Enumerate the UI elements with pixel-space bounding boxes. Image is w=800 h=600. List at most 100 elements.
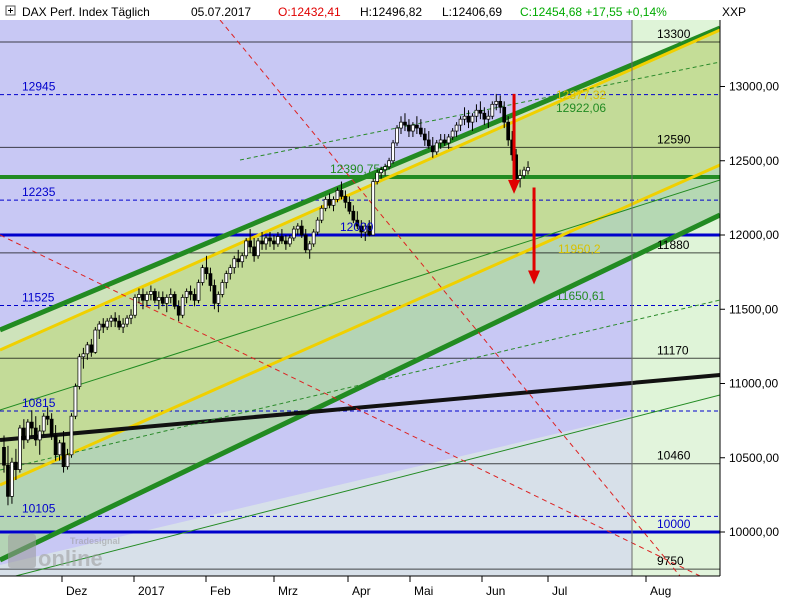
level-label-10815: 10815	[22, 396, 56, 410]
candle	[351, 205, 356, 224]
candle	[141, 288, 145, 310]
lower-trend-dashed	[0, 299, 720, 471]
candle	[502, 101, 507, 129]
candle-body	[145, 294, 149, 301]
candle-body	[196, 282, 201, 301]
candle	[395, 125, 399, 146]
candle-body	[236, 258, 241, 263]
candle	[434, 139, 439, 155]
candle-body	[375, 172, 380, 182]
candle-body	[303, 234, 308, 251]
candle	[482, 107, 487, 126]
candle-body	[383, 166, 387, 171]
candle-body	[466, 115, 471, 123]
candle-body	[498, 100, 503, 108]
header-high: H:12496,82	[360, 5, 422, 19]
target-arrow	[508, 93, 521, 194]
candle	[232, 255, 237, 274]
candle	[375, 169, 380, 185]
level-label-10105: 10105	[22, 501, 56, 515]
candle	[168, 288, 173, 304]
annotation-11650: 11650,61	[556, 289, 605, 303]
candle-body	[264, 237, 268, 245]
candle-body	[478, 109, 483, 114]
candle-body	[422, 133, 427, 141]
candle	[498, 95, 503, 114]
candle	[454, 122, 459, 137]
candle	[184, 288, 189, 304]
candle	[61, 431, 66, 473]
y-axis-background	[720, 20, 800, 576]
candle-body	[212, 285, 217, 304]
candle	[188, 285, 193, 301]
candle	[264, 235, 268, 250]
candle-body	[57, 442, 62, 456]
candles	[2, 93, 530, 506]
candle	[41, 413, 46, 436]
candle-body	[486, 115, 491, 120]
candle	[101, 318, 106, 334]
candle	[204, 255, 209, 280]
level-label-12235: 12235	[22, 185, 56, 199]
candle-body	[33, 427, 38, 441]
long-trend-black	[0, 373, 720, 442]
candle	[149, 285, 153, 301]
candle	[355, 211, 360, 230]
candle	[196, 279, 201, 304]
candle	[220, 279, 225, 298]
candle	[33, 416, 38, 446]
level-label-12000: 12000	[340, 220, 374, 234]
candle-body	[311, 231, 316, 245]
candle-body	[168, 294, 173, 298]
candle-body	[248, 240, 252, 248]
red-diag-1	[219, 20, 681, 576]
level-label-12590: 12590	[657, 132, 691, 146]
header-low: L:12406,69	[442, 5, 502, 19]
inner-channel-fill	[0, 30, 720, 485]
candle	[164, 294, 169, 313]
candle-body	[176, 305, 181, 316]
candle-body	[411, 124, 415, 132]
candle	[315, 217, 320, 235]
candle	[486, 110, 491, 129]
candle-body	[192, 294, 197, 301]
candle	[470, 113, 475, 132]
candle-body	[141, 294, 145, 301]
candle	[29, 410, 34, 437]
arrow-head	[528, 270, 541, 285]
candle-body	[93, 329, 98, 353]
tradesignal-watermark: Tradesignal online	[8, 534, 120, 571]
watermark-logo-box	[8, 534, 36, 568]
candle-body	[446, 136, 451, 144]
candle-body	[180, 297, 185, 316]
candle	[117, 315, 121, 331]
candle-body	[299, 225, 304, 236]
candle	[311, 229, 316, 247]
candle-body	[149, 291, 153, 295]
candle	[327, 193, 332, 209]
mid-trend-green	[0, 179, 720, 411]
header-symbol: XXP	[722, 5, 746, 19]
candle-body	[252, 246, 256, 257]
candle-body	[363, 225, 368, 233]
candle	[466, 110, 471, 129]
candle-body	[502, 106, 507, 123]
candle-body	[315, 219, 320, 233]
candle	[426, 131, 431, 149]
candle-body	[29, 421, 34, 429]
candle	[37, 425, 42, 455]
candle-body	[295, 225, 300, 230]
candle-body	[200, 267, 205, 283]
target-arrows	[508, 93, 541, 285]
candle	[248, 229, 252, 253]
candle	[490, 101, 495, 120]
candle-body	[240, 255, 245, 263]
candle-body	[319, 207, 324, 221]
candle	[252, 237, 256, 262]
candle	[2, 435, 6, 473]
y-tick-label: 13000,00	[729, 80, 779, 94]
candle	[415, 116, 419, 135]
candle	[379, 166, 383, 179]
candle-body	[403, 121, 407, 126]
